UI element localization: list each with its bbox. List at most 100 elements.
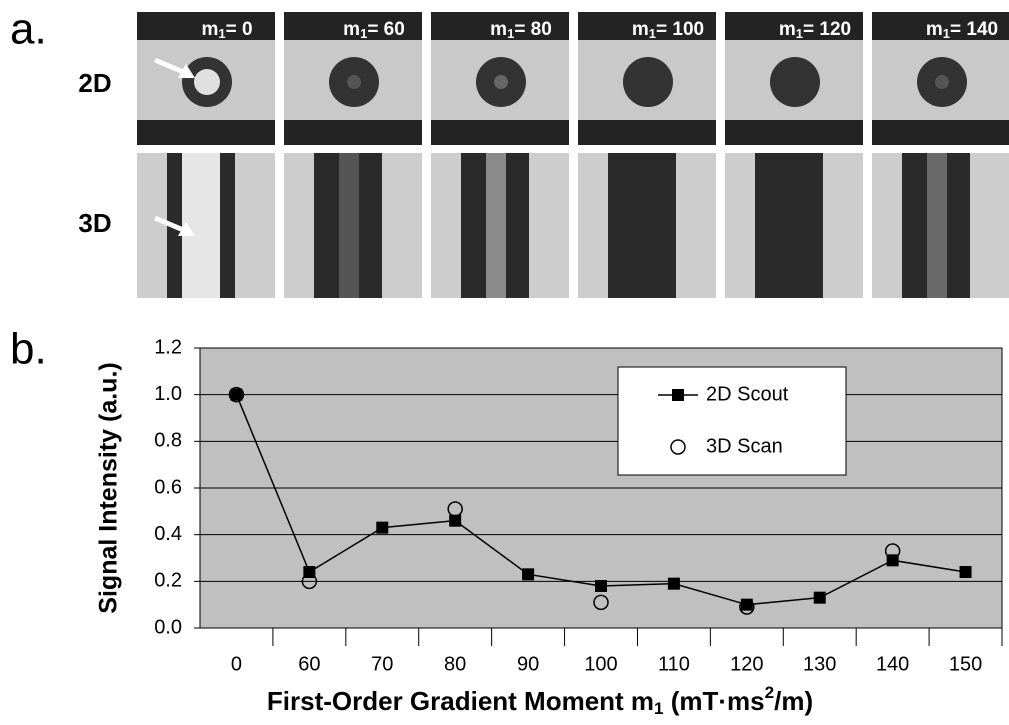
vessel-lumen — [494, 75, 508, 89]
y-tick-label: 1.0 — [154, 383, 182, 405]
marker — [813, 591, 826, 604]
panel-label: a. — [10, 5, 47, 54]
x-tick-label: 70 — [371, 653, 393, 675]
x-axis-title-part: 1 — [654, 699, 663, 718]
column-label: m1= 0 — [201, 19, 252, 41]
label-symbol: m — [490, 19, 507, 40]
x-tick-label: 130 — [803, 653, 836, 675]
x-tick-label: 150 — [949, 653, 982, 675]
image-band — [284, 120, 422, 145]
y-tick-label: 0.2 — [154, 570, 182, 592]
image-band — [872, 12, 1009, 40]
x-tick-label: 90 — [517, 653, 539, 675]
vessel — [608, 153, 676, 298]
marker — [884, 543, 901, 559]
vessel-lumen — [347, 75, 361, 89]
y-tick-label: 0.4 — [154, 523, 182, 545]
column-label: m1= 140 — [926, 19, 998, 41]
image-band — [725, 120, 863, 145]
y-axis-title: Signal Intensity (a.u.) — [95, 362, 123, 613]
row-label: 3D — [78, 208, 111, 238]
label-subscript: 1 — [218, 26, 225, 41]
label-value: = 140 — [950, 19, 998, 40]
marker — [959, 566, 972, 578]
label-value: = 120 — [803, 19, 851, 40]
y-tick-label: 0.6 — [154, 476, 182, 498]
legend-label: 3D Scan — [706, 435, 783, 457]
label-subscript: 1 — [649, 26, 656, 41]
image-band — [431, 12, 569, 40]
column-label: m1= 100 — [632, 19, 704, 41]
vessel — [770, 57, 820, 107]
image-band — [725, 12, 863, 40]
y-tick-label: 0.0 — [154, 616, 182, 638]
image-band — [578, 120, 716, 145]
vessel-lumen — [935, 75, 949, 89]
image-band — [137, 120, 275, 145]
image-band — [284, 12, 422, 40]
label-symbol: m — [926, 19, 943, 40]
label-value: = 100 — [656, 19, 704, 40]
marker — [595, 580, 607, 592]
label-symbol: m — [632, 19, 649, 40]
legend-marker — [670, 439, 686, 455]
label-subscript: 1 — [796, 26, 803, 41]
marker — [593, 594, 609, 611]
column-label: m1= 120 — [779, 19, 851, 41]
y-tick-label: 0.8 — [154, 430, 182, 452]
marker — [667, 577, 680, 590]
label-symbol: m — [343, 19, 360, 40]
column-label: m1= 60 — [343, 19, 405, 41]
x-axis-title-part: (mT·ms — [664, 686, 765, 716]
marker — [376, 521, 389, 534]
marker — [522, 568, 535, 581]
x-tick-label: 100 — [584, 653, 617, 675]
legend-label: 2D Scout — [706, 383, 789, 405]
y-tick-label: 1.2 — [154, 336, 182, 358]
x-axis-title-part: First-Order Gradient Moment m — [267, 686, 654, 716]
arrow-head — [178, 64, 195, 78]
image-band — [578, 12, 716, 40]
row-label: 2D — [78, 68, 111, 98]
vessel-lumen — [182, 153, 220, 298]
x-tick-label: 110 — [658, 653, 690, 675]
image-band — [431, 120, 569, 145]
vessel-lumen — [339, 153, 359, 298]
marker — [740, 598, 753, 611]
image-band — [872, 120, 1009, 145]
legend-box — [617, 366, 847, 476]
vessel-lumen — [194, 69, 220, 95]
x-axis-title: First-Order Gradient Moment m1 (mT·ms2/m… — [267, 683, 813, 718]
x-tick-label: 140 — [876, 653, 909, 675]
vessel — [623, 57, 673, 107]
label-value: = 80 — [514, 19, 552, 40]
marker — [447, 501, 463, 517]
label-subscript: 1 — [943, 26, 950, 41]
legend-marker — [672, 389, 684, 401]
image-band — [137, 12, 275, 40]
marker — [230, 388, 243, 401]
label-symbol: m — [779, 19, 796, 40]
x-axis-title-part: 2 — [765, 683, 774, 702]
label-subscript: 1 — [360, 26, 367, 41]
label-symbol: m — [201, 19, 218, 40]
panel-label: b. — [10, 325, 47, 374]
marker — [739, 599, 755, 615]
label-subscript: 1 — [507, 26, 514, 41]
marker — [301, 573, 318, 590]
x-tick-label: 80 — [444, 653, 466, 675]
vessel-lumen — [486, 153, 506, 298]
x-tick-label: 120 — [730, 653, 763, 675]
column-label: m1= 80 — [490, 19, 552, 41]
arrow-head — [178, 222, 195, 236]
label-value: = 60 — [367, 19, 405, 40]
label-value: = 0 — [226, 19, 253, 40]
x-axis-title-part: /m) — [774, 686, 813, 716]
x-tick-label: 0 — [231, 653, 242, 675]
vessel-lumen — [927, 153, 947, 298]
vessel — [755, 153, 823, 298]
marker — [228, 386, 245, 403]
x-tick-label: 60 — [298, 653, 320, 675]
marker — [449, 514, 462, 527]
